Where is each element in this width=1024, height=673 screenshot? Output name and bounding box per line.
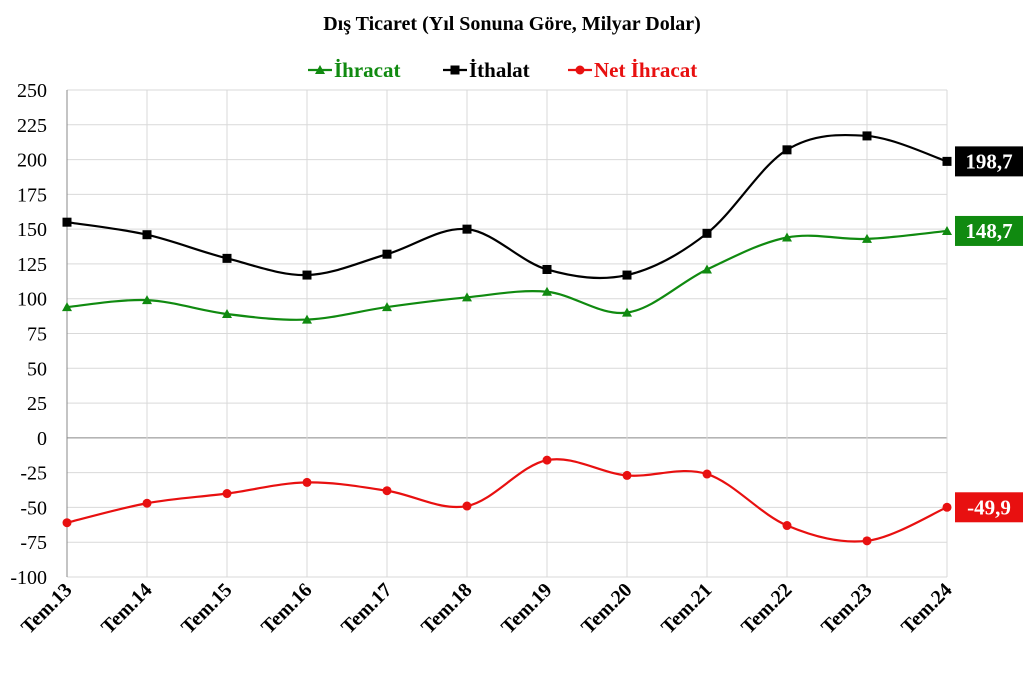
triangle-marker — [782, 232, 792, 242]
triangle-marker — [942, 225, 952, 235]
circle-marker — [782, 521, 792, 531]
x-tick-label: Tem.16 — [257, 579, 316, 638]
circle-marker — [702, 469, 712, 479]
end-label-text: 148,7 — [965, 219, 1012, 243]
series-group: 148,7 198,7 -49,9 — [62, 131, 1023, 546]
circle-marker — [575, 65, 585, 75]
x-tick-label: Tem.24 — [897, 579, 956, 638]
triangle-marker — [702, 264, 712, 274]
legend-label: İthalat — [469, 58, 530, 82]
grid — [66, 89, 948, 578]
y-tick-label: -25 — [20, 463, 47, 485]
x-axis: Tem.13 Tem.14 Tem.15 Tem.16 Tem.17 Tem.18 Tem.… — [17, 579, 956, 638]
series-1: 198,7 — [62, 131, 1023, 280]
y-tick-label: 200 — [17, 150, 47, 172]
legend: İhracat İthalat Net İhracat — [308, 58, 697, 82]
square-marker — [462, 224, 472, 234]
square-marker — [942, 156, 952, 166]
legend-label: Net İhracat — [594, 58, 697, 82]
circle-marker — [302, 477, 312, 487]
triangle-marker — [315, 65, 325, 74]
square-marker — [222, 253, 232, 263]
square-marker — [702, 228, 712, 238]
x-tick-label: Tem.17 — [337, 579, 396, 638]
square-marker — [542, 264, 552, 274]
x-tick-label: Tem.22 — [737, 579, 796, 638]
triangle-marker — [142, 295, 152, 305]
circle-marker — [382, 486, 392, 496]
x-tick-label: Tem.14 — [97, 579, 156, 638]
y-tick-label: 225 — [17, 115, 47, 137]
square-marker — [382, 249, 392, 259]
x-tick-label: Tem.19 — [497, 579, 556, 638]
series-2: -49,9 — [62, 455, 1023, 546]
triangle-marker — [862, 233, 872, 243]
x-tick-label: Tem.15 — [177, 579, 236, 638]
square-marker — [142, 230, 152, 240]
y-tick-label: -100 — [10, 567, 47, 589]
y-tick-label: 0 — [37, 428, 47, 450]
end-label-text: 198,7 — [965, 149, 1012, 173]
triangle-marker — [542, 286, 552, 296]
y-tick-label: 75 — [27, 324, 47, 346]
square-marker — [450, 65, 460, 75]
x-tick-label: Tem.20 — [577, 579, 636, 638]
y-axis: 2502252001751501251007550250-25-50-75-10… — [10, 80, 47, 589]
legend-item-1: İthalat — [443, 58, 530, 82]
y-tick-label: 150 — [17, 219, 47, 241]
circle-marker — [542, 455, 552, 465]
series-0: 148,7 — [62, 215, 1023, 324]
end-value-label: 148,7 — [955, 215, 1023, 246]
square-marker — [862, 131, 872, 141]
y-tick-label: -50 — [20, 497, 47, 519]
y-tick-label: 25 — [27, 393, 47, 415]
y-tick-label: 50 — [27, 358, 47, 380]
circle-marker — [142, 498, 152, 508]
x-tick-label: Tem.18 — [417, 579, 476, 638]
circle-marker — [222, 489, 232, 499]
series-line — [66, 458, 948, 543]
end-label-box — [955, 492, 1023, 523]
end-label-text: -49,9 — [967, 495, 1011, 519]
triangle-marker — [382, 302, 392, 312]
triangle-marker — [462, 292, 472, 302]
end-value-label: 198,7 — [955, 146, 1023, 177]
series-line — [66, 133, 948, 280]
series-line — [66, 229, 948, 321]
y-tick-label: 250 — [17, 80, 47, 102]
end-value-label: -49,9 — [955, 492, 1023, 523]
chart-title: Dış Ticaret (Yıl Sonuna Göre, Milyar Dol… — [323, 13, 701, 35]
legend-label: İhracat — [334, 58, 401, 82]
square-marker — [62, 217, 72, 227]
end-label-box — [955, 215, 1023, 246]
circle-marker — [462, 501, 472, 511]
legend-item-2: Net İhracat — [568, 58, 697, 82]
triangle-marker — [62, 302, 72, 312]
triangle-marker — [622, 307, 632, 317]
circle-marker — [62, 518, 72, 528]
triangle-marker — [222, 309, 232, 319]
legend-item-0: İhracat — [308, 58, 401, 82]
y-tick-label: -75 — [20, 532, 47, 554]
square-marker — [782, 145, 792, 155]
circle-marker — [942, 502, 952, 512]
circle-marker — [862, 536, 872, 546]
y-tick-label: 175 — [17, 184, 47, 206]
circle-marker — [622, 470, 632, 480]
end-label-box — [955, 146, 1023, 177]
triangle-marker — [302, 314, 312, 324]
y-tick-label: 100 — [17, 289, 47, 311]
x-tick-label: Tem.21 — [657, 579, 716, 638]
x-tick-label: Tem.23 — [817, 579, 876, 638]
square-marker — [622, 270, 632, 280]
y-tick-label: 125 — [17, 254, 47, 276]
square-marker — [302, 270, 312, 280]
